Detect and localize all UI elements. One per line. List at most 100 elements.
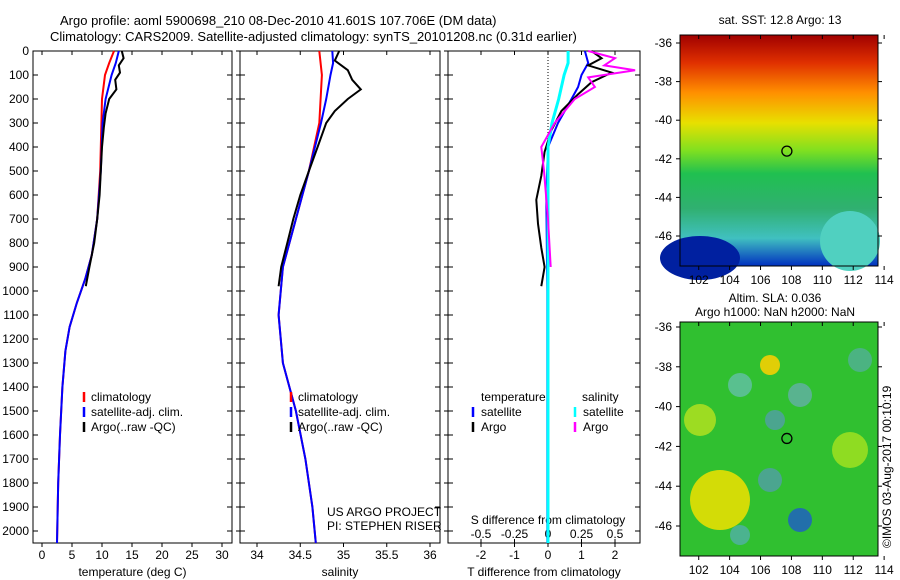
lon-tick-label: 110 xyxy=(813,273,832,287)
panel-2-frame xyxy=(239,50,441,544)
y-tick-label: 1600 xyxy=(2,428,29,442)
y-tick-label: 1500 xyxy=(2,404,29,418)
x-tick-label: 5 xyxy=(69,548,76,562)
lat-tick-label: -46 xyxy=(655,519,673,533)
x-tick-label: 34.5 xyxy=(289,548,313,562)
series-argo-raw-qc- xyxy=(84,50,125,287)
x2-tick-label: 0.5 xyxy=(607,527,624,541)
x-axis-label: temperature (deg C) xyxy=(78,565,186,579)
series-climatology xyxy=(277,50,323,544)
y-tick-label: 1400 xyxy=(2,380,29,394)
y-tick-label: 0 xyxy=(22,44,29,58)
series-s-satellite xyxy=(546,51,570,543)
x2-tick-label: -0.5 xyxy=(471,527,492,541)
y-tick-label: 300 xyxy=(9,116,29,130)
legend-header: temperature xyxy=(481,390,546,404)
sst-map-title: sat. SST: 12.8 Argo: 13 xyxy=(719,13,842,27)
y-tick-label: 1000 xyxy=(2,284,29,298)
lat-tick-label: -46 xyxy=(655,229,673,243)
sla-eddy xyxy=(728,373,752,397)
y-tick-label: 1100 xyxy=(3,308,29,322)
x-tick-label: 10 xyxy=(95,548,109,562)
x-tick-label: 2 xyxy=(612,548,619,562)
x-axis-label: salinity xyxy=(322,565,359,579)
sla-map-subtitle: Argo h1000: NaN h2000: NaN xyxy=(695,305,855,319)
y-tick-label: 500 xyxy=(9,164,29,178)
lat-tick-label: -42 xyxy=(655,439,673,453)
x-tick-label: 25 xyxy=(185,548,199,562)
lon-tick-label: 106 xyxy=(751,563,771,577)
y-tick-label: 1800 xyxy=(2,476,29,490)
map-frame xyxy=(679,321,879,557)
legend-label: Argo(..raw -QC) xyxy=(298,420,383,434)
y-tick-label: 600 xyxy=(9,188,29,202)
lon-tick-label: 114 xyxy=(875,273,894,287)
y-tick-label: 1200 xyxy=(2,332,29,346)
x-tick-label: 15 xyxy=(125,548,139,562)
lon-tick-label: 106 xyxy=(751,273,771,287)
legend-label: satellite-adj. clim. xyxy=(298,405,390,419)
series-s-argo xyxy=(540,50,636,268)
series-climatology xyxy=(56,50,115,544)
legend-label: climatology xyxy=(298,390,358,404)
y-tick-label: 800 xyxy=(9,236,29,250)
lat-tick-label: -42 xyxy=(655,152,673,166)
lon-tick-label: 110 xyxy=(813,563,832,577)
y-tick-label: 1700 xyxy=(2,452,29,466)
sla-eddy xyxy=(765,410,785,430)
argo-position-marker xyxy=(781,145,793,157)
legend-label: Argo xyxy=(583,420,609,434)
sla-eddy xyxy=(730,525,750,545)
y-tick-label: 400 xyxy=(9,140,29,154)
y-tick-label: 100 xyxy=(9,68,29,82)
sla-map-title: Altim. SLA: 0.036 xyxy=(729,291,822,305)
title-line-1: Argo profile: aoml 5900698_210 08-Dec-20… xyxy=(60,13,497,28)
lon-tick-label: 104 xyxy=(720,273,740,287)
lat-tick-label: -44 xyxy=(655,190,673,204)
x-tick-label: 36 xyxy=(423,548,437,562)
x-tick-label: -2 xyxy=(476,548,487,562)
legend-label: satellite xyxy=(481,405,522,419)
map-frame xyxy=(679,34,879,267)
y-tick-label: 900 xyxy=(9,260,29,274)
x-tick-label: 34 xyxy=(250,548,264,562)
lat-tick-label: -40 xyxy=(655,113,673,127)
series-satellite-adj-clim- xyxy=(56,50,120,544)
lon-tick-label: 114 xyxy=(875,563,894,577)
credit: ©IMOS 03-Aug-2017 00:10:19 xyxy=(880,385,894,548)
x-tick-label: 20 xyxy=(155,548,169,562)
lon-tick-label: 108 xyxy=(781,563,801,577)
sla-eddy xyxy=(690,470,750,530)
x-axis-label: T difference from climatology xyxy=(467,565,621,579)
y-tick-label: 2000 xyxy=(2,524,29,538)
sla-eddy xyxy=(832,432,868,468)
legend-label: satellite xyxy=(583,405,624,419)
lat-tick-label: -36 xyxy=(655,320,673,334)
panel-1-frame xyxy=(32,50,233,544)
series-satellite-adj-clim- xyxy=(277,50,335,544)
lat-tick-label: -38 xyxy=(655,360,673,374)
x2-tick-label: 0.25 xyxy=(570,527,594,541)
x-tick-label: -1 xyxy=(509,548,520,562)
sla-eddy xyxy=(788,508,812,532)
sla-eddy xyxy=(758,468,782,492)
lon-tick-label: 112 xyxy=(844,273,863,287)
lat-tick-label: -38 xyxy=(655,75,673,89)
x2-tick-label: -0.25 xyxy=(501,527,529,541)
sla-eddy xyxy=(788,383,812,407)
x-tick-label: 35.5 xyxy=(375,548,399,562)
legend-label: Argo(..raw -QC) xyxy=(91,420,176,434)
legend-label: climatology xyxy=(91,390,151,404)
x-tick-label: 0 xyxy=(39,548,46,562)
sla-eddy xyxy=(848,348,872,372)
lat-tick-label: -36 xyxy=(655,36,673,50)
series-argo-raw-qc- xyxy=(277,50,363,287)
y-tick-label: 1900 xyxy=(2,500,29,514)
sla-eddy xyxy=(760,355,780,375)
legend-label: Argo xyxy=(481,420,507,434)
lon-tick-label: 108 xyxy=(781,273,801,287)
annotation: PI: STEPHEN RISER xyxy=(327,519,442,533)
lon-tick-label: 102 xyxy=(689,563,709,577)
